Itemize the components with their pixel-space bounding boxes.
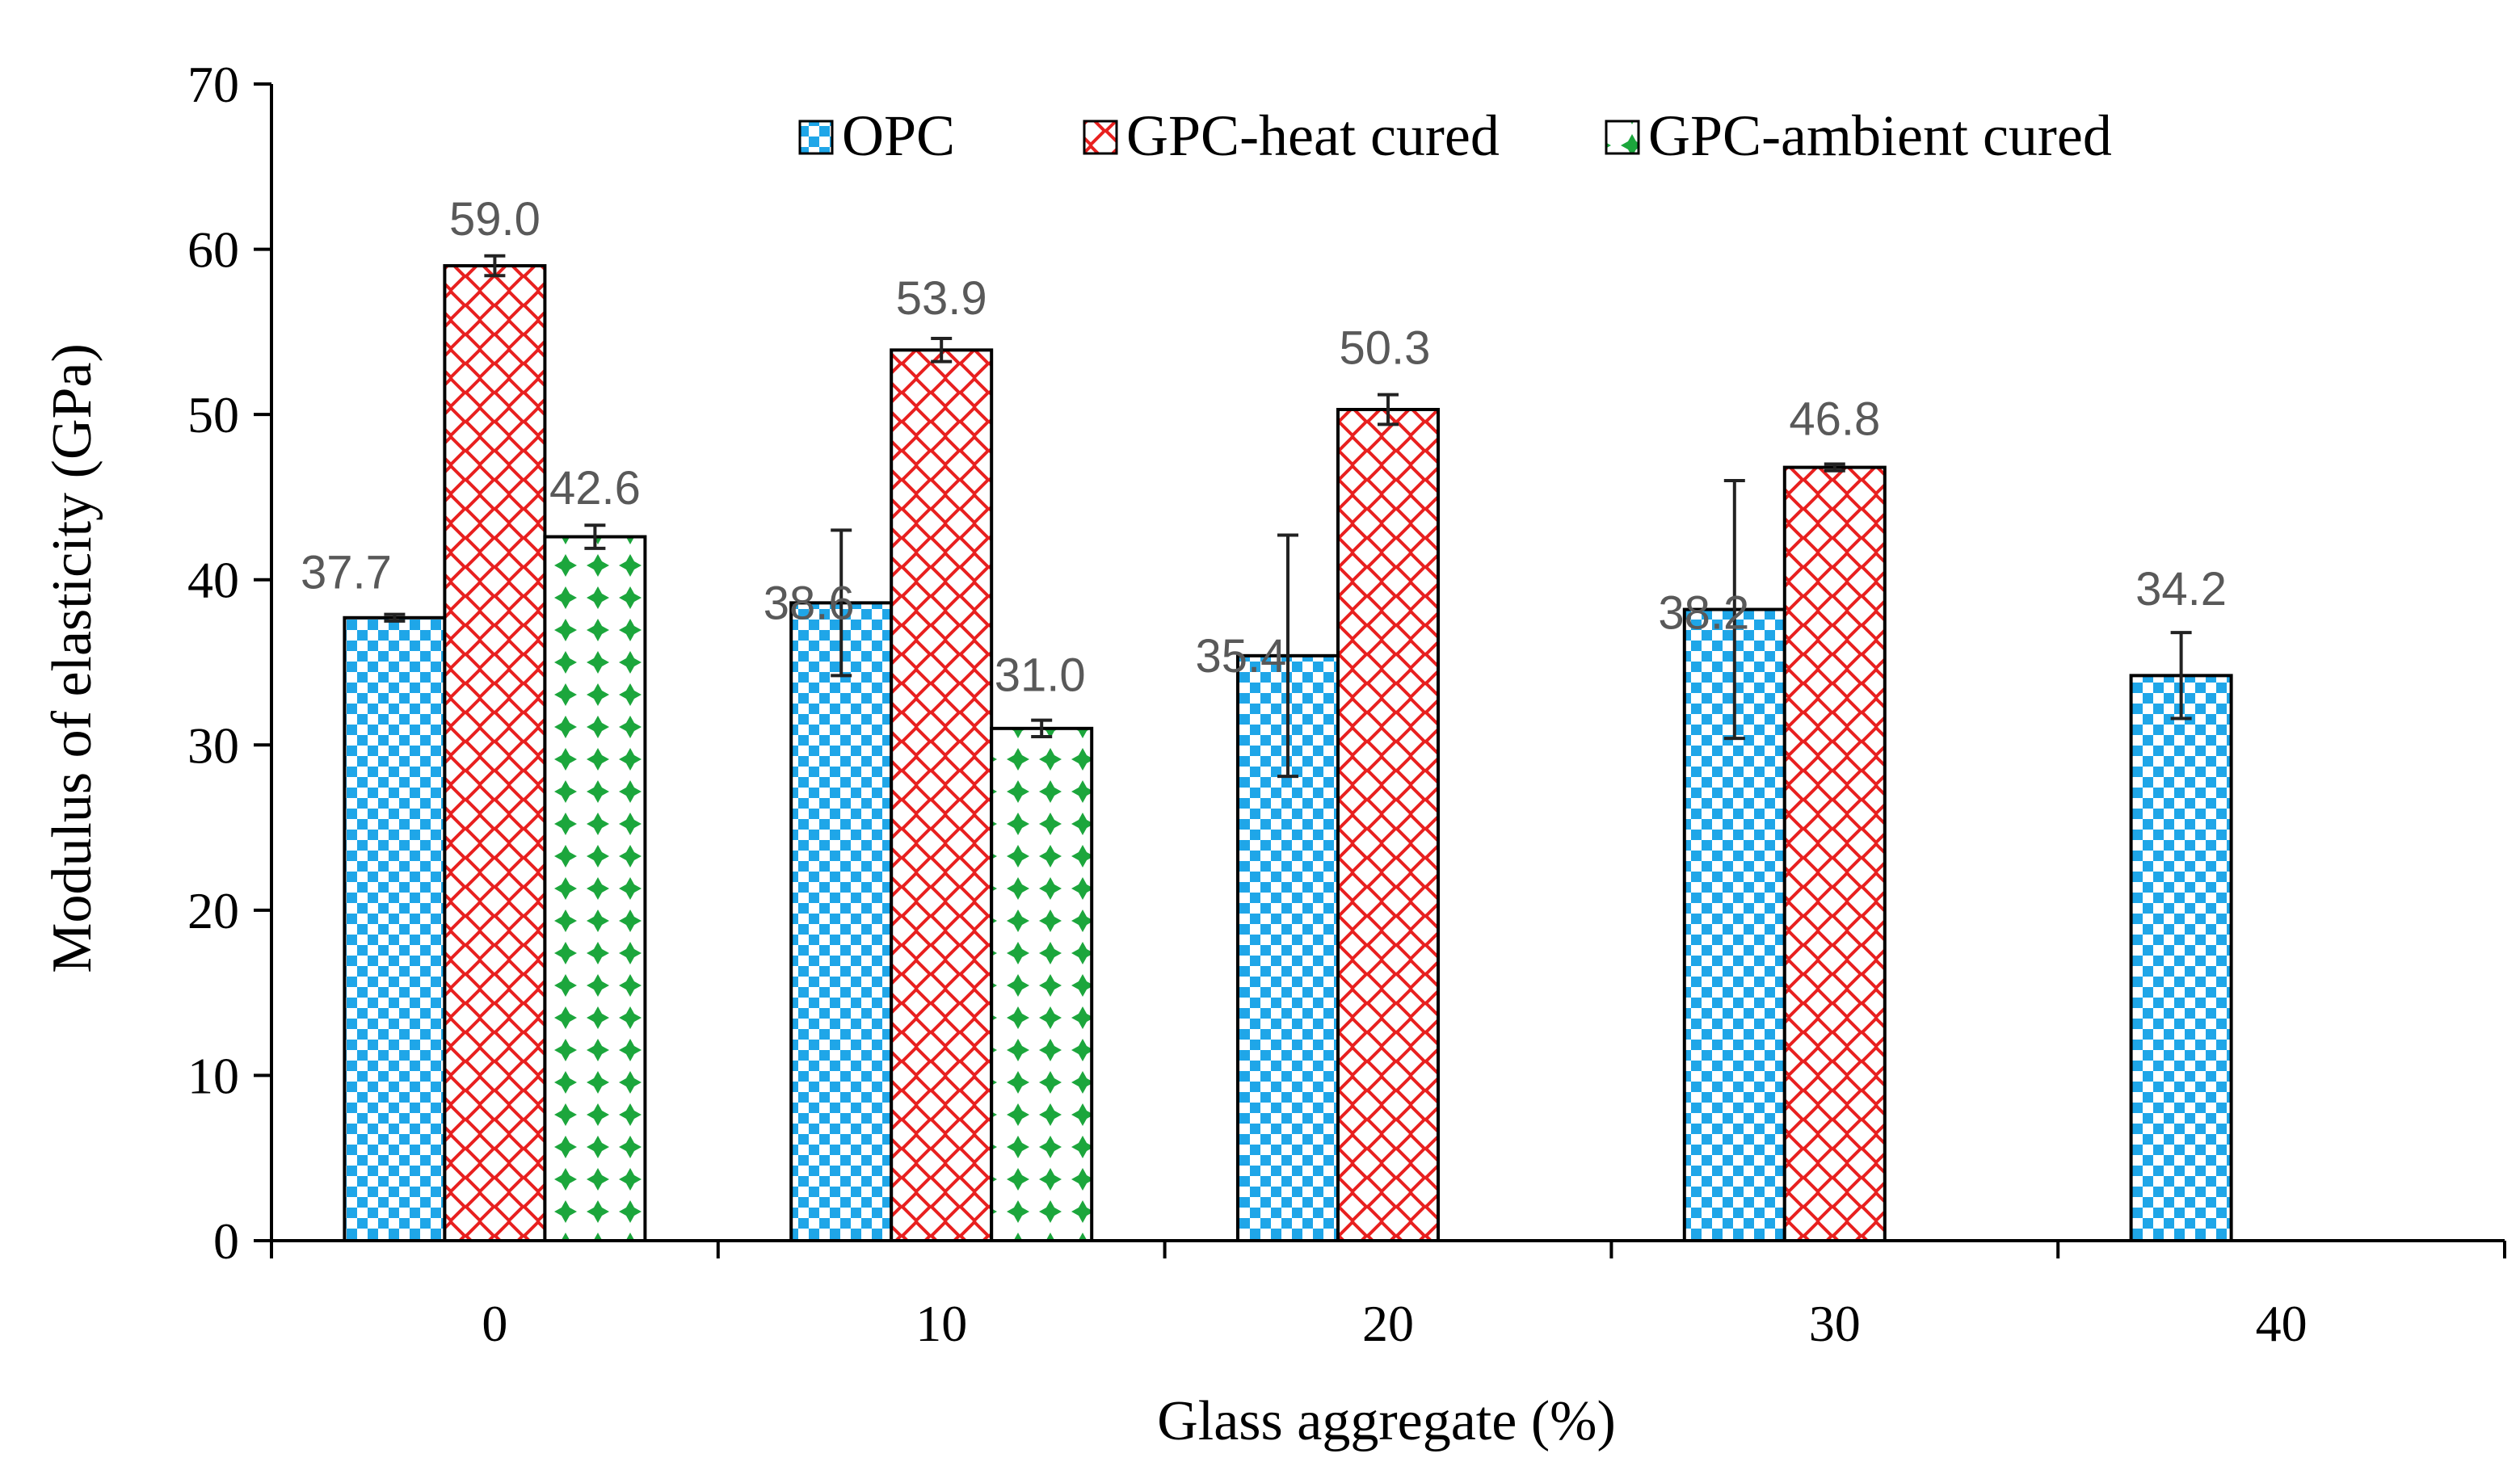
bars-layer <box>343 264 2233 1242</box>
y-tick-label-50: 50 <box>187 386 239 443</box>
data-label-opc-20: 35.4 <box>1196 630 1287 683</box>
legend-swatch-opc <box>798 120 834 155</box>
legend-label-gpc-ambient-cured: GPC-ambient cured <box>1648 103 2112 168</box>
x-axis-title: Glass aggregate (%) <box>1157 1390 1616 1452</box>
bar-gpc-heat-cured-30 <box>1782 465 1887 1242</box>
error-bar-opc-30 <box>1723 478 1745 741</box>
data-label-gpc-heat-cured-0: 59.0 <box>449 193 541 246</box>
data-label-opc-30: 38.2 <box>1658 587 1749 640</box>
bar-gpc-heat-cured-10 <box>890 348 994 1242</box>
legend-label-opc: OPC <box>842 103 955 168</box>
bar-opc-40 <box>2129 674 2233 1242</box>
data-label-opc-40: 34.2 <box>2135 563 2227 615</box>
y-axis-title: Modulus of elasticity (GPa) <box>41 343 103 973</box>
error-bar-opc-40 <box>2170 631 2192 720</box>
error-bar-opc-10 <box>831 528 852 678</box>
legend-item-opc: OPC <box>798 103 955 168</box>
bar-opc-10 <box>789 601 894 1242</box>
data-labels-layer: 37.7 38.6 35.4 38.2 34.2 59.0 53.9 50.3 46.8 42.6… <box>301 193 2227 702</box>
bar-gpc-heat-cured-20 <box>1336 408 1440 1242</box>
x-tick-label-40: 40 <box>2256 1295 2308 1352</box>
bar-gpc-heat-cured-0 <box>443 264 547 1242</box>
error-bars-layer <box>384 254 2192 779</box>
bar-opc-0 <box>343 615 447 1242</box>
data-label-opc-0: 37.7 <box>301 547 392 599</box>
y-tick-label-30: 30 <box>187 716 239 774</box>
data-label-opc-10: 38.6 <box>764 577 855 629</box>
error-bar-opc-20 <box>1277 533 1298 779</box>
axes-layer: 0 10 20 30 40 50 60 70 0 10 20 30 40 <box>187 56 2506 1352</box>
error-bar-gpc-heat-cured-0 <box>484 254 506 278</box>
x-tick-label-20: 20 <box>1362 1295 1414 1352</box>
x-tick-label-30: 30 <box>1809 1295 1861 1352</box>
data-label-gpc-heat-cured-10: 53.9 <box>896 272 987 325</box>
legend-label-gpc-heat-cured: GPC-heat cured <box>1126 103 1500 168</box>
legend-swatch-gpc-heat-cured <box>1083 120 1118 155</box>
error-bar-gpc-ambient-cured-10 <box>1031 718 1053 739</box>
bar-gpc-ambient-cured-10 <box>990 726 1094 1242</box>
data-label-gpc-heat-cured-30: 46.8 <box>1789 393 1880 446</box>
error-bar-gpc-heat-cured-20 <box>1378 393 1399 426</box>
error-bar-gpc-ambient-cured-0 <box>584 523 606 550</box>
y-tick-label-10: 10 <box>187 1047 239 1104</box>
legend-item-gpc-heat-cured: GPC-heat cured <box>1083 103 1500 168</box>
bar-gpc-ambient-cured-0 <box>543 535 647 1242</box>
data-label-gpc-ambient-cured-10: 31.0 <box>995 649 1086 702</box>
legend: OPC GPC-heat cured GPC-ambient cured <box>798 103 2112 168</box>
error-bar-opc-0 <box>384 612 406 623</box>
error-bar-gpc-heat-cured-10 <box>931 337 953 363</box>
legend-item-gpc-ambient-cured: GPC-ambient cured <box>1605 103 2112 168</box>
legend-swatch-gpc-ambient-cured <box>1605 120 1640 155</box>
data-label-gpc-ambient-cured-0: 42.6 <box>549 462 641 515</box>
y-tick-label-20: 20 <box>187 882 239 939</box>
x-tick-label-0: 0 <box>482 1295 507 1352</box>
y-tick-label-70: 70 <box>187 56 239 113</box>
data-label-gpc-heat-cured-20: 50.3 <box>1340 322 1431 375</box>
y-tick-label-40: 40 <box>187 552 239 609</box>
error-bar-gpc-heat-cured-30 <box>1824 462 1845 473</box>
y-tick-label-60: 60 <box>187 221 239 279</box>
y-tick-label-0: 0 <box>213 1212 239 1270</box>
x-tick-label-10: 10 <box>915 1295 967 1352</box>
